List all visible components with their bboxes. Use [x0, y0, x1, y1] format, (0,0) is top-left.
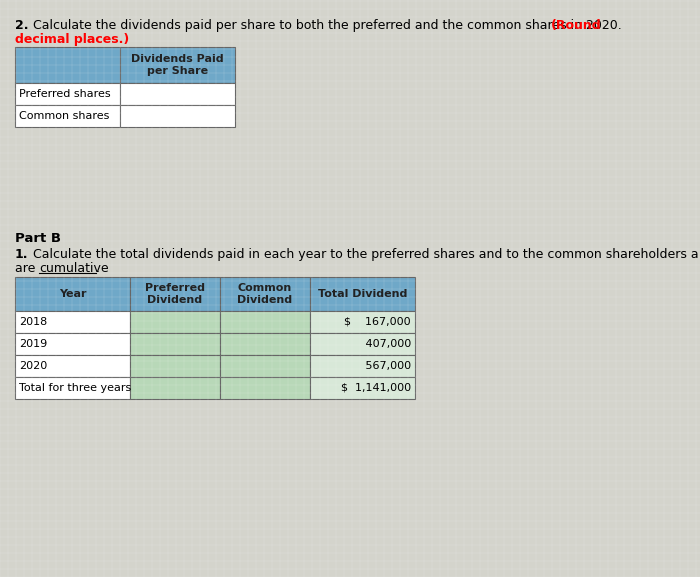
Text: (Round: (Round: [551, 19, 601, 32]
Bar: [130, 311, 220, 333]
Text: Year: Year: [59, 289, 86, 299]
Text: 2020: 2020: [19, 361, 48, 371]
Bar: [15, 47, 120, 83]
Text: cumulative: cumulative: [39, 262, 108, 275]
Bar: [310, 333, 415, 355]
Text: 407,000: 407,000: [348, 339, 411, 349]
Text: Common
Dividend: Common Dividend: [237, 283, 293, 305]
Bar: [120, 47, 235, 83]
Bar: [220, 377, 310, 399]
Bar: [15, 311, 130, 333]
Text: Calculate the total dividends paid in each year to the preferred shares and to t: Calculate the total dividends paid in ea…: [29, 248, 699, 261]
Text: Dividends Paid
per Share: Dividends Paid per Share: [131, 54, 224, 76]
Bar: [310, 355, 415, 377]
Bar: [220, 333, 310, 355]
Text: 2018: 2018: [19, 317, 48, 327]
Bar: [15, 83, 120, 105]
Text: Total for three years: Total for three years: [19, 383, 132, 393]
Bar: [220, 277, 310, 311]
Text: Part B: Part B: [15, 232, 61, 245]
Bar: [310, 377, 415, 399]
Text: $  1,141,000: $ 1,141,000: [341, 383, 411, 393]
Text: decimal places.): decimal places.): [15, 33, 130, 46]
Bar: [130, 377, 220, 399]
Bar: [120, 83, 235, 105]
Text: Preferred
Dividend: Preferred Dividend: [145, 283, 205, 305]
Text: .: .: [96, 262, 100, 275]
Bar: [220, 311, 310, 333]
Bar: [310, 277, 415, 311]
Bar: [120, 105, 235, 127]
Text: are: are: [15, 262, 39, 275]
Bar: [15, 277, 130, 311]
Bar: [130, 333, 220, 355]
Text: Common shares: Common shares: [19, 111, 109, 121]
Bar: [15, 355, 130, 377]
Bar: [15, 105, 120, 127]
Text: Total Dividend: Total Dividend: [318, 289, 407, 299]
Bar: [130, 355, 220, 377]
Text: 2019: 2019: [19, 339, 48, 349]
Text: 1.: 1.: [15, 248, 29, 261]
Bar: [15, 333, 130, 355]
Text: $    167,000: $ 167,000: [344, 317, 411, 327]
Text: Preferred shares: Preferred shares: [19, 89, 111, 99]
Bar: [15, 377, 130, 399]
Bar: [130, 277, 220, 311]
Text: 2.: 2.: [15, 19, 29, 32]
Text: Calculate the dividends paid per share to both the preferred and the common shar: Calculate the dividends paid per share t…: [29, 19, 626, 32]
Bar: [220, 355, 310, 377]
Text: 567,000: 567,000: [348, 361, 411, 371]
Bar: [310, 311, 415, 333]
